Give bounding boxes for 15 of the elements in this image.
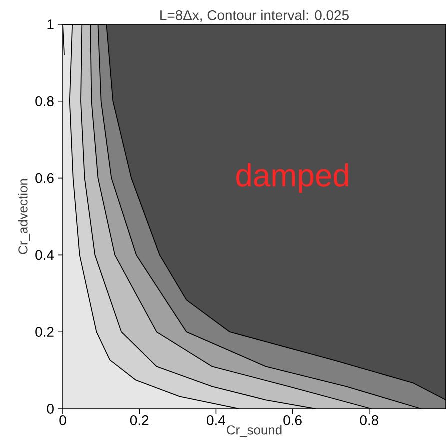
y-tick-label: 0 — [47, 404, 54, 414]
y-tick-label: 0.4 — [36, 250, 54, 260]
x-tick-label: 0.8 — [360, 416, 378, 426]
x-tick-label: 0.4 — [207, 416, 226, 426]
y-axis-title: Cr_advection — [18, 179, 30, 254]
x-tick-label: 0.6 — [284, 416, 302, 426]
y-tick-label: 0.8 — [36, 96, 54, 106]
chart-title: L=8Δx, Contour interval: 0.025 — [160, 10, 349, 22]
y-tick-label: 1 — [48, 20, 54, 30]
x-axis-title: Cr_sound — [227, 425, 282, 438]
x-tick-label: 0.2 — [130, 416, 149, 426]
x-tick-label: 0 — [60, 416, 66, 426]
annotation: damped — [236, 163, 348, 194]
y-tick-label: 0.2 — [36, 327, 54, 338]
y-tick-label: 0.6 — [36, 173, 54, 184]
